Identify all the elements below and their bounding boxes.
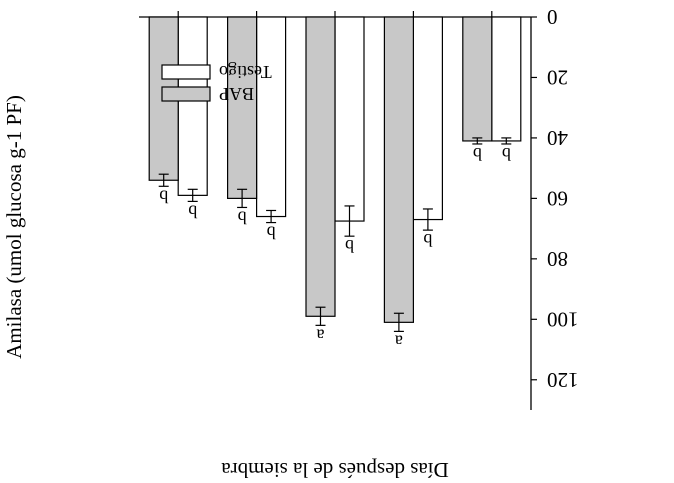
bar-bap-31 <box>305 16 336 317</box>
y-tick-label: 20 <box>547 65 568 89</box>
x-tick-label: 21 <box>481 0 502 4</box>
x-tick-label: 26 <box>403 0 424 4</box>
significance-letter: a <box>395 331 403 351</box>
legend-label-testigo: Testigo <box>219 62 272 82</box>
bar-bap-21 <box>462 16 493 142</box>
significance-letter: b <box>423 230 432 250</box>
y-tick-label: 80 <box>547 247 568 271</box>
y-axis-label: Amilasa (umol glucosa g-1 PF) <box>2 95 26 359</box>
x-axis-label: Días después de la siembra <box>221 458 449 482</box>
y-tick-label: 100 <box>547 307 579 331</box>
legend-label-bap: BAP <box>219 84 254 104</box>
tick-labels: 0 20 40 60 80 100 120 21 26 31 36 41 <box>168 0 579 392</box>
bars <box>148 16 522 323</box>
significance-letter: b <box>502 144 511 164</box>
bar-testigo-21 <box>491 16 522 142</box>
significance-letter: b <box>238 207 247 227</box>
significance-letter: a <box>317 325 325 345</box>
bar-testigo-31 <box>334 16 365 222</box>
legend: Testigo BAP <box>161 62 272 104</box>
bar-bap-36 <box>227 16 258 199</box>
y-tick-label: 120 <box>547 368 579 392</box>
significance-letter: b <box>345 236 354 256</box>
y-tick-label: 40 <box>547 126 568 150</box>
y-tick-label: 0 <box>547 5 558 29</box>
bar-testigo-36 <box>256 16 287 218</box>
bar-testigo-41 <box>177 16 208 196</box>
x-tick-label: 36 <box>246 0 267 4</box>
significance-letter: b <box>267 223 276 243</box>
x-tick-label: 41 <box>168 0 189 4</box>
y-tick-label: 60 <box>547 186 568 210</box>
bar-bap-26 <box>383 16 414 323</box>
error-bars <box>158 137 512 332</box>
legend-swatch-testigo <box>161 64 211 80</box>
legend-swatch-bap <box>161 86 211 102</box>
significance-letter: b <box>473 144 482 164</box>
bar-testigo-26 <box>412 16 443 221</box>
significance-letter: b <box>159 186 168 206</box>
significance-letter: b <box>188 201 197 221</box>
x-tick-label: 31 <box>325 0 346 4</box>
